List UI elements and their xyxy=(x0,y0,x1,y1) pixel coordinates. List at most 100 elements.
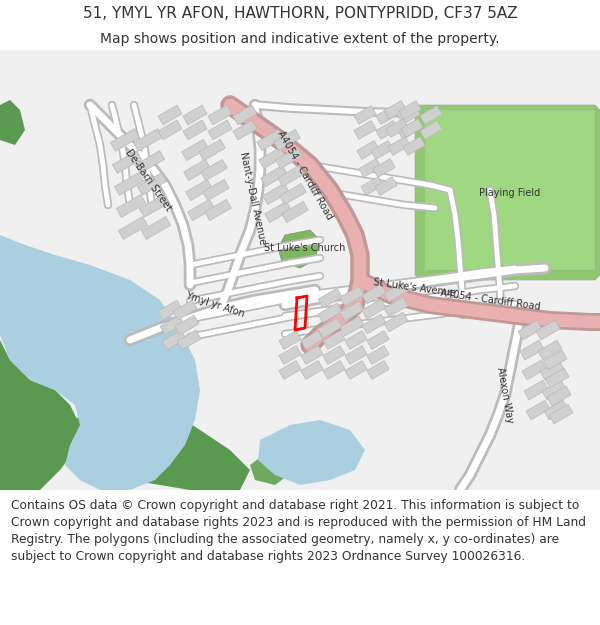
Polygon shape xyxy=(538,340,562,360)
Polygon shape xyxy=(345,331,367,349)
Polygon shape xyxy=(345,346,367,364)
Polygon shape xyxy=(139,194,169,218)
Polygon shape xyxy=(398,121,420,139)
Polygon shape xyxy=(415,105,600,280)
Polygon shape xyxy=(524,380,548,400)
Polygon shape xyxy=(0,110,80,490)
Polygon shape xyxy=(384,282,408,302)
Polygon shape xyxy=(118,217,148,239)
Polygon shape xyxy=(384,312,408,332)
Polygon shape xyxy=(362,314,386,334)
Polygon shape xyxy=(184,159,211,181)
Polygon shape xyxy=(376,106,398,124)
Polygon shape xyxy=(183,105,207,125)
Polygon shape xyxy=(301,331,323,349)
Polygon shape xyxy=(547,386,571,406)
Polygon shape xyxy=(318,318,342,338)
Polygon shape xyxy=(137,173,167,196)
Text: St Luke's Church: St Luke's Church xyxy=(265,243,346,253)
Polygon shape xyxy=(367,346,389,364)
Polygon shape xyxy=(185,179,212,201)
Polygon shape xyxy=(301,361,323,379)
Polygon shape xyxy=(518,320,542,340)
Text: Contains OS data © Crown copyright and database right 2021. This information is : Contains OS data © Crown copyright and d… xyxy=(11,499,586,564)
Text: De-Barri Street: De-Barri Street xyxy=(123,148,173,213)
Polygon shape xyxy=(188,199,214,221)
Polygon shape xyxy=(263,183,289,204)
Polygon shape xyxy=(376,121,398,139)
Polygon shape xyxy=(323,346,345,364)
Polygon shape xyxy=(279,331,301,349)
Text: Alexon Way: Alexon Way xyxy=(495,366,515,424)
Polygon shape xyxy=(116,194,146,218)
Polygon shape xyxy=(258,420,365,485)
Polygon shape xyxy=(133,129,163,151)
Polygon shape xyxy=(110,129,140,151)
Polygon shape xyxy=(403,137,425,156)
Polygon shape xyxy=(384,101,406,119)
Polygon shape xyxy=(340,286,364,306)
Polygon shape xyxy=(136,151,164,173)
Text: Map shows position and indicative extent of the property.: Map shows position and indicative extent… xyxy=(100,32,500,46)
Polygon shape xyxy=(281,201,308,222)
Polygon shape xyxy=(362,299,386,319)
Polygon shape xyxy=(278,166,304,187)
Polygon shape xyxy=(359,159,381,177)
Polygon shape xyxy=(318,303,342,323)
Polygon shape xyxy=(420,106,442,124)
Polygon shape xyxy=(388,137,410,156)
Polygon shape xyxy=(233,120,257,140)
Polygon shape xyxy=(544,400,568,420)
Polygon shape xyxy=(371,141,393,159)
Polygon shape xyxy=(162,330,186,350)
Polygon shape xyxy=(340,301,364,321)
Polygon shape xyxy=(257,129,283,151)
Polygon shape xyxy=(208,120,232,140)
Polygon shape xyxy=(158,120,182,140)
Polygon shape xyxy=(375,177,397,196)
Polygon shape xyxy=(545,368,569,388)
Polygon shape xyxy=(173,300,197,320)
Polygon shape xyxy=(183,120,207,140)
Text: 51, YMYL YR AFON, HAWTHORN, PONTYPRIDD, CF37 5AZ: 51, YMYL YR AFON, HAWTHORN, PONTYPRIDD, … xyxy=(83,6,517,21)
Polygon shape xyxy=(280,183,307,204)
Polygon shape xyxy=(115,173,143,196)
Text: A4054 - Cardiff Road: A4054 - Cardiff Road xyxy=(439,288,541,312)
Polygon shape xyxy=(65,400,250,490)
Text: St Luke's Avenue: St Luke's Avenue xyxy=(373,278,457,299)
Polygon shape xyxy=(549,404,573,424)
Polygon shape xyxy=(543,350,567,370)
Polygon shape xyxy=(199,139,226,161)
Polygon shape xyxy=(278,230,320,268)
Polygon shape xyxy=(542,380,566,400)
Polygon shape xyxy=(274,129,301,151)
Polygon shape xyxy=(362,284,386,304)
Polygon shape xyxy=(401,119,423,138)
Polygon shape xyxy=(367,331,389,349)
Polygon shape xyxy=(158,300,182,320)
Polygon shape xyxy=(354,106,376,124)
Polygon shape xyxy=(425,110,595,270)
Polygon shape xyxy=(260,166,287,187)
Text: A4054 - Cardiff Road: A4054 - Cardiff Road xyxy=(275,129,335,221)
Polygon shape xyxy=(323,361,345,379)
Polygon shape xyxy=(323,331,345,349)
Polygon shape xyxy=(259,148,286,169)
Polygon shape xyxy=(182,139,208,161)
Polygon shape xyxy=(373,159,395,177)
Polygon shape xyxy=(398,106,420,124)
Polygon shape xyxy=(160,315,184,335)
Polygon shape xyxy=(265,201,292,222)
Polygon shape xyxy=(200,159,227,181)
Text: Ymyl yr Afon: Ymyl yr Afon xyxy=(184,291,246,319)
Polygon shape xyxy=(205,199,232,221)
Polygon shape xyxy=(275,148,302,169)
Polygon shape xyxy=(384,297,408,317)
Polygon shape xyxy=(340,316,364,336)
Polygon shape xyxy=(0,50,600,490)
Polygon shape xyxy=(175,315,199,335)
Polygon shape xyxy=(386,119,408,138)
Polygon shape xyxy=(142,217,170,239)
Polygon shape xyxy=(536,320,560,340)
Polygon shape xyxy=(318,288,342,308)
